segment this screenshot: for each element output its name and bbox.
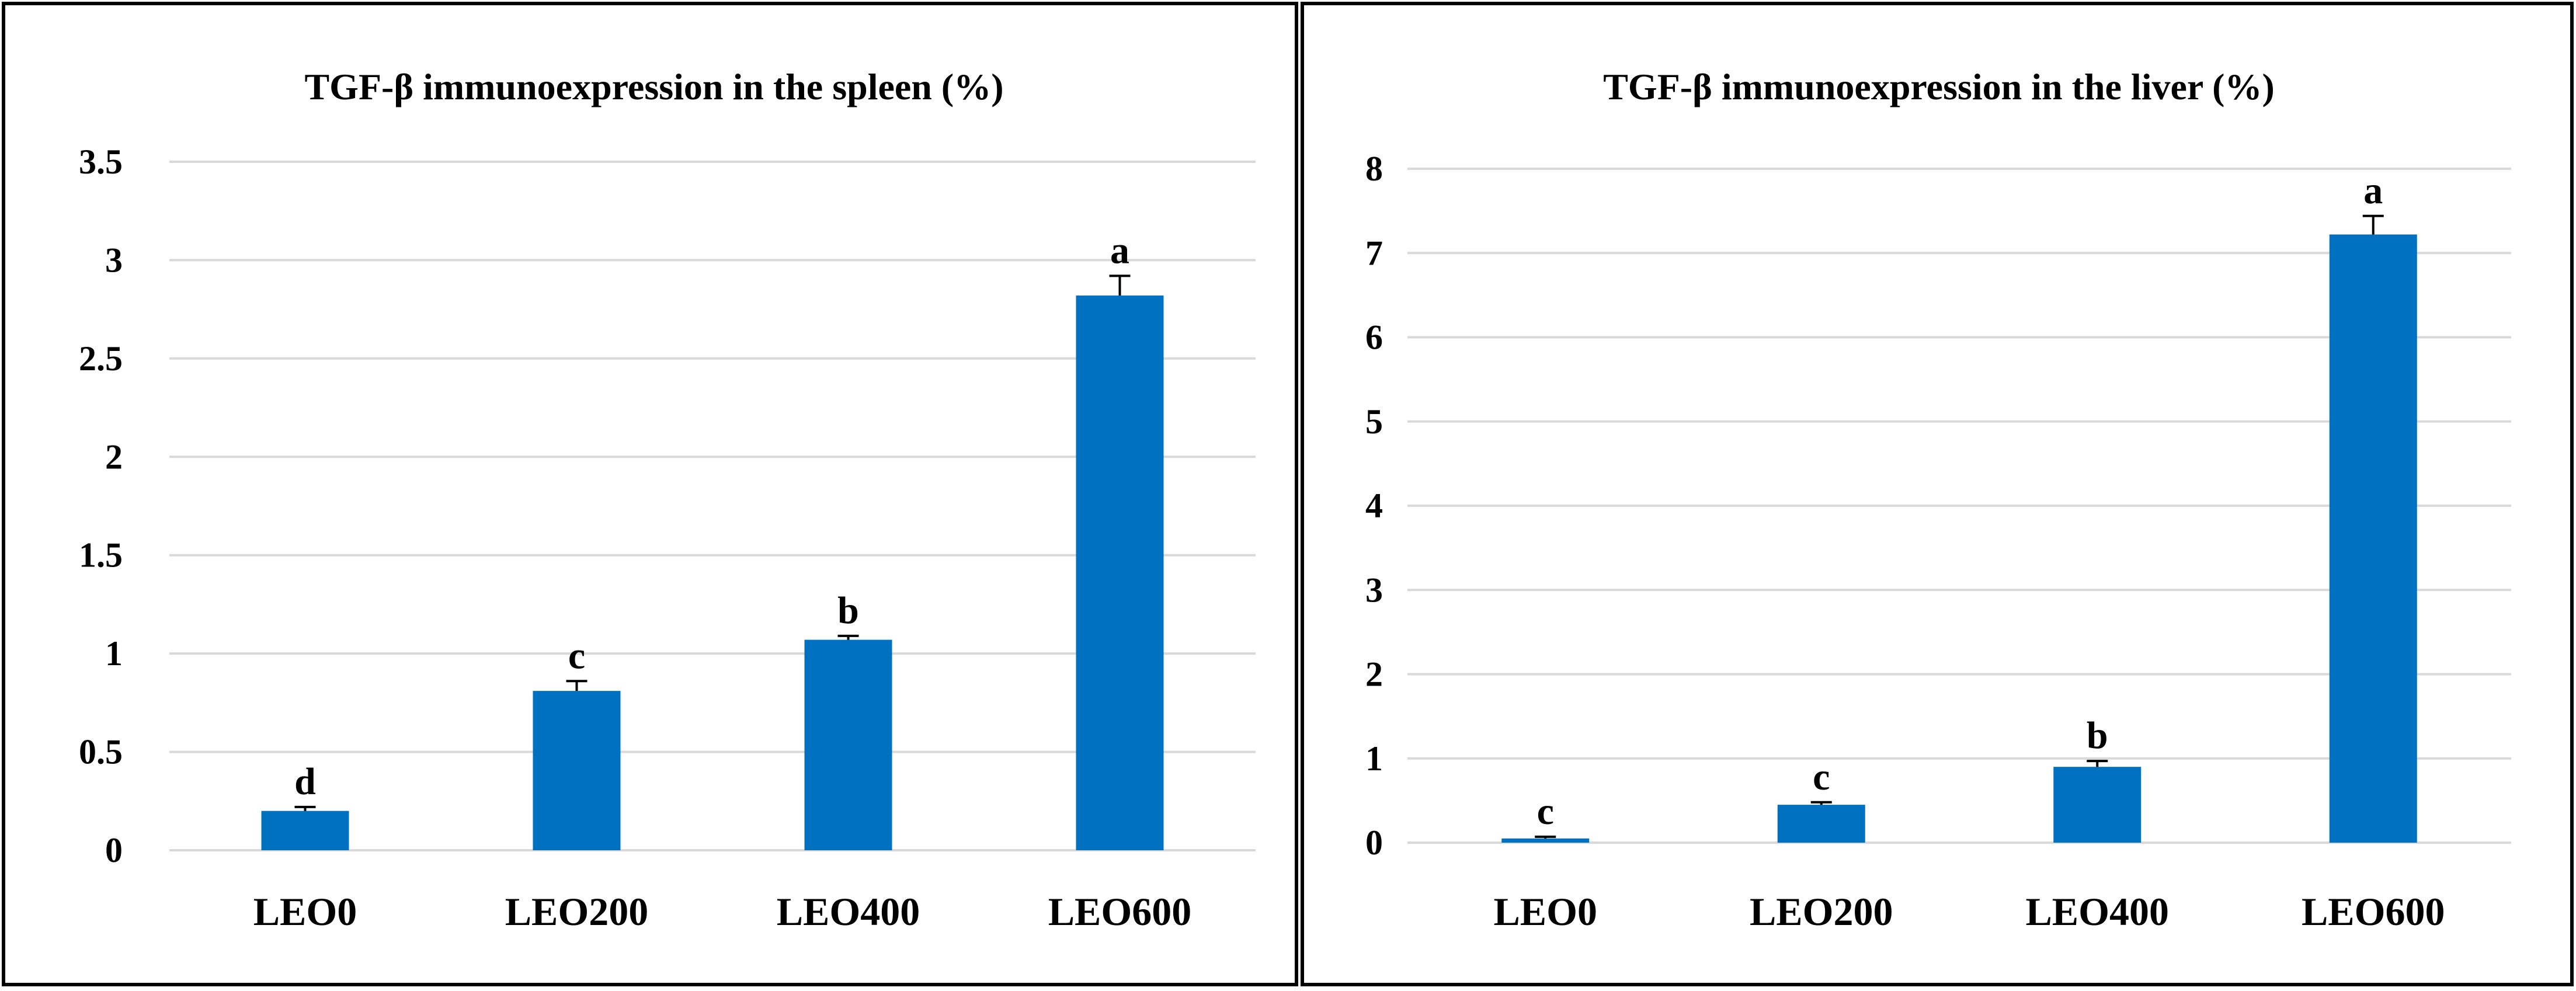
spleen-x-tick-label: LEO400 bbox=[777, 889, 920, 934]
liver-y-tick-label: 0 bbox=[1365, 823, 1383, 862]
liver-x-tick-label: LEO400 bbox=[2025, 889, 2169, 934]
liver-significance-letter: a bbox=[2363, 169, 2383, 212]
spleen-significance-letter: c bbox=[568, 634, 585, 677]
liver-significance-letter: c bbox=[1537, 790, 1554, 833]
liver-chart-panel: TGF-β immunoexpression in the liver (%) … bbox=[1301, 2, 2574, 986]
liver-y-tick-label: 7 bbox=[1365, 234, 1383, 272]
spleen-bar-leo200 bbox=[533, 691, 621, 850]
spleen-y-tick-label: 0.5 bbox=[79, 733, 123, 771]
spleen-y-tick-label: 3 bbox=[105, 241, 123, 279]
spleen-bar-leo600 bbox=[1076, 295, 1164, 850]
liver-y-tick-label: 1 bbox=[1365, 739, 1383, 778]
spleen-significance-letter: d bbox=[294, 760, 316, 803]
liver-bar-leo0 bbox=[1501, 838, 1590, 843]
liver-y-tick-label: 8 bbox=[1365, 149, 1383, 188]
spleen-significance-letter: a bbox=[1110, 229, 1129, 272]
spleen-y-tick-label: 1 bbox=[105, 634, 123, 673]
liver-x-tick-label: LEO0 bbox=[1493, 889, 1597, 934]
liver-x-tick-label: LEO200 bbox=[1750, 889, 1893, 934]
spleen-chart-title: TGF-β immunoexpression in the spleen (%) bbox=[304, 66, 1003, 107]
spleen-bar-leo0 bbox=[261, 811, 349, 850]
spleen-chart-panel: TGF-β immunoexpression in the spleen (%)… bbox=[2, 2, 1298, 986]
spleen-x-tick-label: LEO200 bbox=[505, 889, 649, 934]
liver-y-tick-label: 6 bbox=[1365, 318, 1383, 357]
liver-significance-letter: b bbox=[2087, 714, 2108, 757]
liver-x-tick-label: LEO600 bbox=[2302, 889, 2445, 934]
liver-significance-letter: c bbox=[1813, 756, 1830, 798]
spleen-significance-letter: b bbox=[837, 589, 859, 632]
liver-y-tick-label: 3 bbox=[1365, 571, 1383, 609]
liver-bar-leo200 bbox=[1777, 805, 1865, 843]
liver-y-tick-label: 4 bbox=[1365, 486, 1383, 525]
spleen-y-tick-label: 3.5 bbox=[79, 142, 123, 181]
spleen-x-tick-label: LEO600 bbox=[1048, 889, 1192, 934]
spleen-x-tick-label: LEO0 bbox=[253, 889, 357, 934]
spleen-y-tick-label: 1.5 bbox=[79, 536, 123, 575]
liver-bar-leo600 bbox=[2329, 234, 2417, 843]
spleen-y-tick-label: 2.5 bbox=[79, 339, 123, 378]
spleen-y-tick-label: 0 bbox=[105, 831, 123, 870]
liver-chart-title: TGF-β immunoexpression in the liver (%) bbox=[1603, 66, 2275, 107]
liver-y-tick-label: 5 bbox=[1365, 402, 1383, 441]
liver-y-tick-label: 2 bbox=[1365, 655, 1383, 694]
liver-bar-leo400 bbox=[2053, 767, 2142, 843]
spleen-y-tick-label: 2 bbox=[105, 437, 123, 476]
spleen-bar-leo400 bbox=[804, 639, 892, 850]
